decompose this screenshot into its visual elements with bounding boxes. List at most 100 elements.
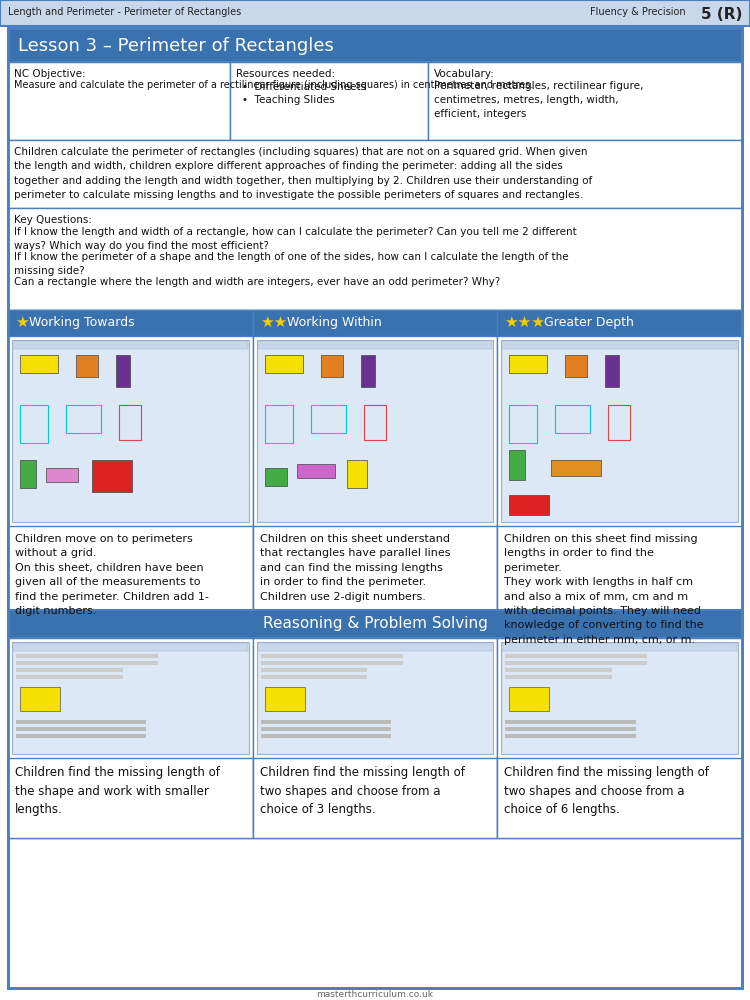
Bar bbox=[119, 405, 141, 440]
Bar bbox=[8, 62, 230, 140]
Bar bbox=[256, 340, 494, 522]
Bar bbox=[16, 720, 146, 724]
Bar bbox=[509, 450, 525, 480]
Text: Key Questions:: Key Questions: bbox=[14, 215, 92, 225]
Text: •  Teaching Slides: • Teaching Slides bbox=[242, 95, 334, 105]
Bar bbox=[46, 468, 78, 482]
Bar bbox=[506, 661, 647, 665]
Bar bbox=[506, 734, 635, 738]
Bar bbox=[258, 643, 492, 651]
Bar bbox=[8, 610, 742, 638]
Text: NC Objective:: NC Objective: bbox=[14, 69, 86, 79]
Bar bbox=[509, 405, 537, 443]
Bar bbox=[497, 310, 742, 336]
Bar bbox=[256, 642, 494, 754]
Bar bbox=[265, 355, 303, 373]
Bar bbox=[608, 405, 630, 440]
Bar bbox=[20, 687, 60, 711]
Text: Children find the missing length of
two shapes and choose from a
choice of 6 len: Children find the missing length of two … bbox=[504, 766, 710, 816]
Bar bbox=[428, 62, 742, 140]
Bar bbox=[297, 464, 334, 478]
Bar bbox=[8, 758, 253, 838]
Text: Length and Perimeter - Perimeter of Rectangles: Length and Perimeter - Perimeter of Rect… bbox=[8, 7, 242, 17]
Text: Measure and calculate the perimeter of a rectilinear figure (including squares) : Measure and calculate the perimeter of a… bbox=[14, 80, 533, 90]
Bar bbox=[506, 668, 612, 672]
Bar bbox=[258, 341, 492, 349]
Bar bbox=[265, 468, 286, 486]
Bar bbox=[12, 642, 249, 754]
Bar bbox=[12, 340, 249, 522]
Bar bbox=[555, 405, 590, 433]
Bar bbox=[8, 310, 253, 336]
Text: ★★: ★★ bbox=[260, 315, 287, 330]
Bar bbox=[253, 638, 497, 838]
Text: Working Within: Working Within bbox=[286, 316, 382, 329]
Bar bbox=[506, 727, 635, 731]
Text: ★★★: ★★★ bbox=[504, 315, 545, 330]
Bar bbox=[361, 355, 375, 387]
Text: Working Towards: Working Towards bbox=[29, 316, 135, 329]
Bar bbox=[501, 642, 738, 754]
Bar bbox=[261, 668, 368, 672]
Text: If I know the perimeter of a shape and the length of one of the sides, how can I: If I know the perimeter of a shape and t… bbox=[14, 252, 568, 276]
Bar bbox=[501, 340, 738, 522]
Bar bbox=[497, 526, 742, 610]
Bar bbox=[16, 661, 158, 665]
Bar bbox=[8, 140, 742, 208]
Bar bbox=[321, 355, 343, 377]
Text: 5 (R): 5 (R) bbox=[700, 7, 742, 22]
Bar bbox=[20, 405, 48, 443]
Bar bbox=[16, 734, 146, 738]
Bar bbox=[16, 654, 158, 658]
Text: masterthcurriculum.co.uk: masterthcurriculum.co.uk bbox=[316, 990, 434, 999]
Bar bbox=[16, 668, 122, 672]
Bar bbox=[497, 638, 742, 838]
Bar bbox=[0, 0, 750, 26]
Text: Reasoning & Problem Solving: Reasoning & Problem Solving bbox=[262, 616, 488, 631]
Bar bbox=[265, 405, 292, 443]
Bar bbox=[605, 355, 619, 387]
Bar bbox=[16, 675, 122, 679]
Bar bbox=[92, 460, 132, 492]
Bar bbox=[265, 687, 305, 711]
Text: •  Differentiated Sheets: • Differentiated Sheets bbox=[242, 82, 366, 92]
Bar bbox=[8, 310, 253, 610]
Text: Children on this sheet understand
that rectangles have parallel lines
and can fi: Children on this sheet understand that r… bbox=[260, 534, 450, 602]
Bar bbox=[261, 720, 391, 724]
Text: Lesson 3 – Perimeter of Rectangles: Lesson 3 – Perimeter of Rectangles bbox=[18, 37, 334, 55]
Bar bbox=[566, 355, 587, 377]
Bar bbox=[16, 727, 146, 731]
Bar bbox=[253, 310, 497, 610]
Bar bbox=[506, 720, 635, 724]
Bar bbox=[13, 341, 248, 349]
Text: Children on this sheet find missing
lengths in order to find the
perimeter.
They: Children on this sheet find missing leng… bbox=[504, 534, 704, 645]
Bar bbox=[253, 526, 497, 610]
Text: Children calculate the perimeter of rectangles (including squares) that are not : Children calculate the perimeter of rect… bbox=[14, 147, 592, 200]
Bar bbox=[13, 643, 248, 651]
Bar bbox=[506, 654, 647, 658]
Bar bbox=[230, 62, 428, 140]
Bar bbox=[509, 687, 549, 711]
Bar bbox=[346, 460, 367, 488]
Bar bbox=[76, 355, 98, 377]
Text: Perimeter, rectangles, rectilinear figure,
centimetres, metres, length, width,
e: Perimeter, rectangles, rectilinear figur… bbox=[434, 81, 644, 119]
Bar bbox=[8, 208, 742, 310]
Bar bbox=[253, 310, 497, 336]
Bar bbox=[261, 734, 391, 738]
Bar bbox=[8, 28, 742, 62]
Bar bbox=[261, 675, 368, 679]
Bar bbox=[253, 758, 497, 838]
Bar bbox=[66, 405, 101, 433]
Text: ★: ★ bbox=[15, 315, 28, 330]
Bar bbox=[506, 675, 612, 679]
Bar bbox=[364, 405, 386, 440]
Text: Fluency & Precision: Fluency & Precision bbox=[590, 7, 686, 17]
Bar bbox=[509, 495, 549, 515]
Bar bbox=[261, 654, 403, 658]
Text: Children find the missing length of
two shapes and choose from a
choice of 3 len: Children find the missing length of two … bbox=[260, 766, 464, 816]
Bar bbox=[509, 355, 548, 373]
Bar bbox=[497, 310, 742, 610]
Bar bbox=[503, 643, 737, 651]
Text: Vocabulary:: Vocabulary: bbox=[434, 69, 495, 79]
Bar bbox=[20, 460, 36, 488]
